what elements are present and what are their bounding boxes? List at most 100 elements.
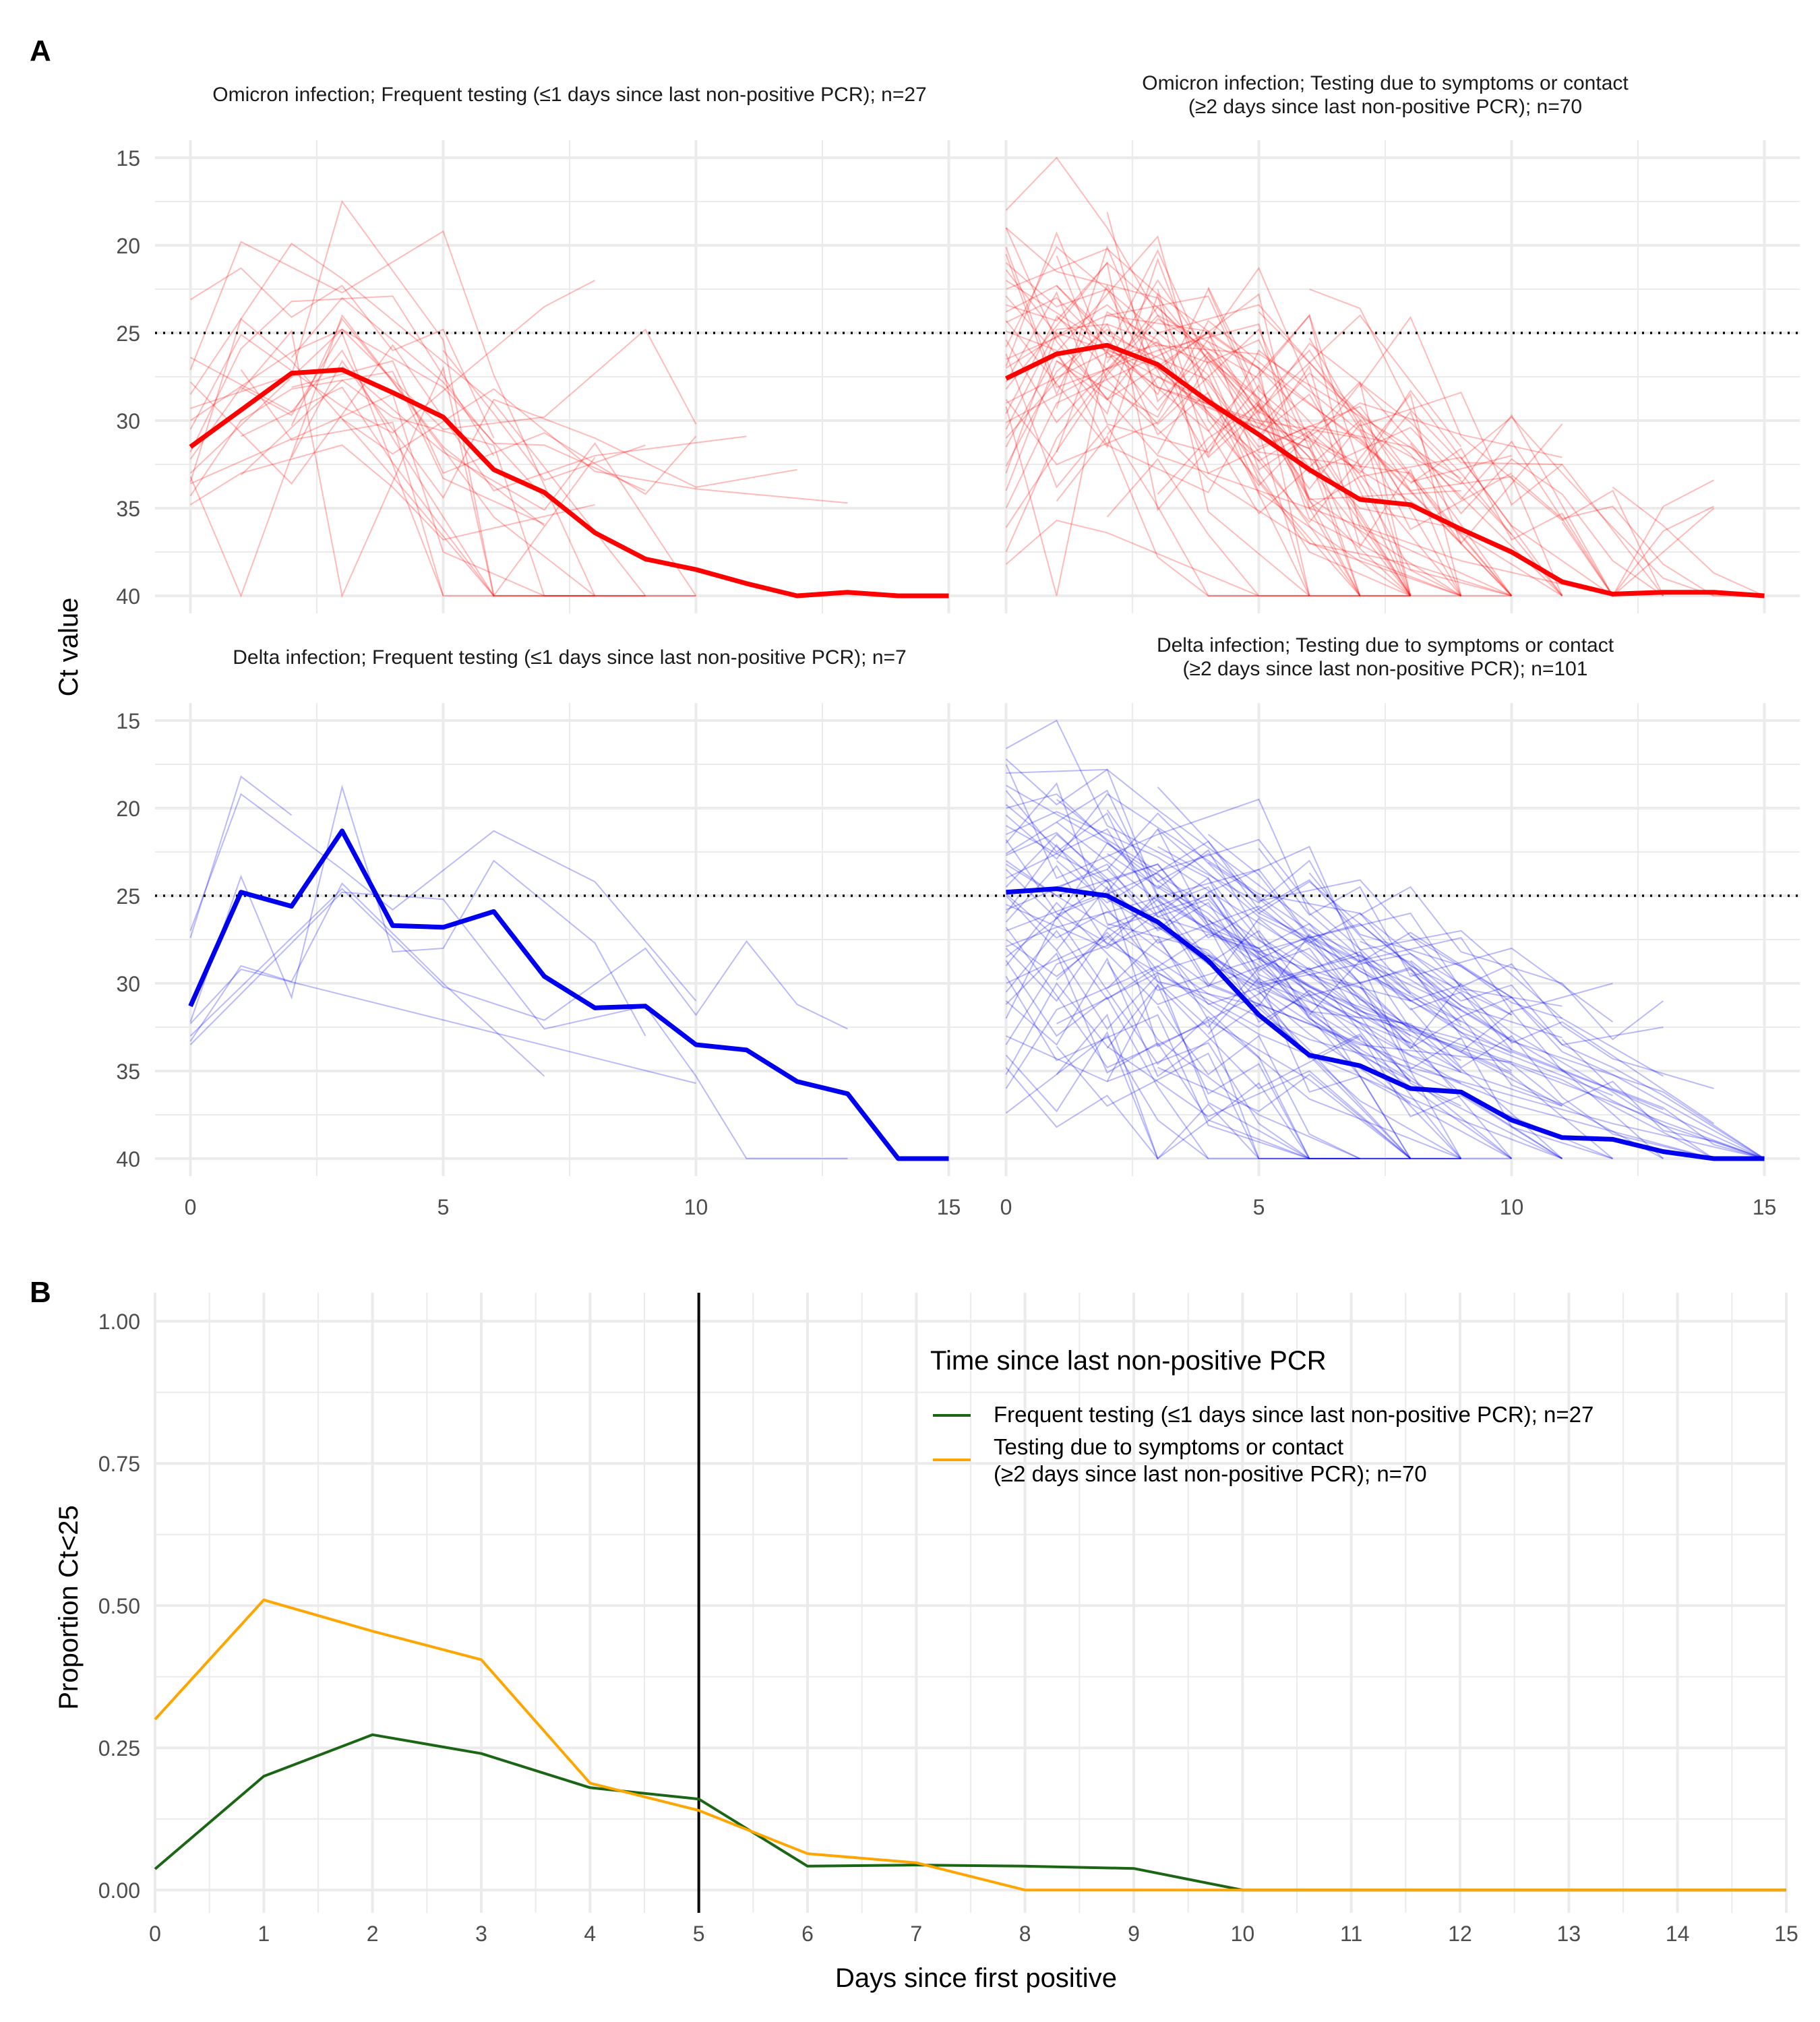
individual-line	[1258, 848, 1614, 1023]
individual-line	[1359, 315, 1664, 596]
individual-line	[1056, 931, 1412, 1082]
x-tick-label: 0	[149, 1922, 161, 1946]
facet-omicron-symptoms: Omicron infection; Testing due to sympto…	[971, 72, 1800, 613]
individual-line	[241, 386, 595, 596]
individual-line	[1005, 280, 1512, 596]
individual-line	[1005, 976, 1360, 1159]
individual-line	[1005, 290, 1412, 509]
y-tick-label: 30	[116, 409, 140, 433]
individual-line	[1056, 1013, 1360, 1160]
individual-line	[1005, 915, 1461, 1159]
individual-line	[189, 317, 495, 596]
individual-line	[1157, 359, 1512, 596]
individual-line	[1308, 928, 1715, 1124]
y-tick-label: 35	[116, 497, 140, 521]
individual-line	[1005, 865, 1461, 1084]
individual-line	[1308, 338, 1664, 596]
individual-line	[1005, 246, 1412, 596]
individual-line	[1308, 959, 1613, 1159]
individual-line	[1106, 375, 1462, 596]
individual-line	[1005, 304, 1412, 596]
individual-line	[189, 882, 545, 1077]
individual-line	[1005, 314, 1513, 596]
individual-line	[189, 230, 596, 596]
individual-line	[1005, 839, 1563, 1159]
individual-line	[1056, 822, 1765, 1159]
y-tick-label: 20	[116, 234, 140, 258]
facet-title: (≥2 days since last non-positive PCR); n…	[1183, 658, 1588, 680]
y-tick-label: 35	[116, 1060, 140, 1084]
individual-line	[1056, 319, 1512, 483]
y-tick-label: 40	[116, 584, 140, 609]
individual-line	[1005, 305, 1412, 596]
individual-line	[1409, 936, 1714, 1089]
individual-line	[1005, 257, 1411, 596]
individual-line	[189, 793, 697, 1002]
individual-line	[1460, 416, 1714, 596]
individual-line	[1409, 972, 1664, 1159]
individual-line	[189, 328, 697, 474]
individual-line	[291, 359, 797, 499]
individual-line	[189, 331, 444, 596]
individual-line	[189, 969, 696, 1084]
individual-line	[1157, 404, 1411, 596]
individual-line	[1106, 962, 1360, 1159]
individual-line	[341, 388, 848, 504]
individual-line	[1005, 893, 1714, 1159]
legend-title: Time since last non-positive PCR	[930, 1346, 1327, 1376]
individual-line	[1005, 964, 1461, 1159]
x-tick-label: 12	[1448, 1922, 1472, 1946]
individual-line	[1056, 285, 1462, 544]
individual-line	[1106, 812, 1512, 1016]
individual-line	[1005, 292, 1411, 596]
x-tick-label: 4	[584, 1922, 596, 1946]
individual-line	[1006, 262, 1462, 596]
x-tick-label: 0	[185, 1195, 197, 1219]
individual-line	[1258, 365, 1512, 596]
mean-line	[1006, 886, 1765, 1161]
y-tick-label: 15	[116, 146, 140, 171]
facet-title: Omicron infection; Frequent testing (≤1 …	[212, 84, 926, 106]
individual-line	[291, 317, 696, 596]
individual-line	[1005, 355, 1361, 596]
mean-line	[188, 828, 949, 1161]
individual-line	[1359, 986, 1664, 1159]
individual-line	[1056, 972, 1563, 1107]
individual-line	[1005, 885, 1462, 1159]
facet-title: Omicron infection; Testing due to sympto…	[1142, 72, 1629, 94]
individual-line	[1005, 253, 1462, 459]
x-tick-label: 2	[367, 1922, 379, 1946]
individual-line	[1208, 919, 1613, 1097]
legend-label-frequent: Frequent testing (≤1 days since last non…	[994, 1402, 1594, 1427]
individual-line	[1360, 414, 1714, 598]
individual-line	[1005, 926, 1563, 1159]
individual-line	[1005, 1031, 1310, 1160]
individual-line	[1056, 1045, 1360, 1159]
individual-line	[1056, 799, 1412, 995]
y-tick-label: 25	[116, 321, 140, 346]
individual-line	[1005, 782, 1412, 1159]
individual-line	[1207, 286, 1563, 545]
individual-line	[1258, 313, 1614, 596]
individual-line	[1308, 872, 1664, 1077]
individual-line	[1005, 901, 1563, 1159]
legend-label-symptoms: Testing due to symptoms or contact (≥2 da…	[994, 1434, 1427, 1486]
x-tick-label: 5	[693, 1922, 705, 1946]
legend-label-line: Testing due to symptoms or contact	[994, 1434, 1343, 1459]
individual-line	[1106, 212, 1462, 596]
individual-line	[1056, 255, 1512, 596]
individual-line	[1005, 894, 1512, 1159]
individual-line	[1005, 982, 1412, 1159]
individual-line	[1006, 266, 1412, 596]
individual-line	[1005, 227, 1613, 596]
facet-delta-frequent: 15 20 25 30 35 40 0 5 10 15 Delta infection; Frequ…	[116, 646, 984, 1219]
individual-line	[1006, 811, 1412, 1037]
individual-line	[1006, 983, 1513, 1159]
individual-line	[1005, 833, 1513, 1016]
individual-line	[1006, 785, 1512, 1054]
individual-line	[1258, 311, 1563, 596]
individual-line	[1309, 974, 1563, 1159]
individual-line	[189, 785, 646, 1037]
individual-line	[1207, 834, 1563, 1007]
